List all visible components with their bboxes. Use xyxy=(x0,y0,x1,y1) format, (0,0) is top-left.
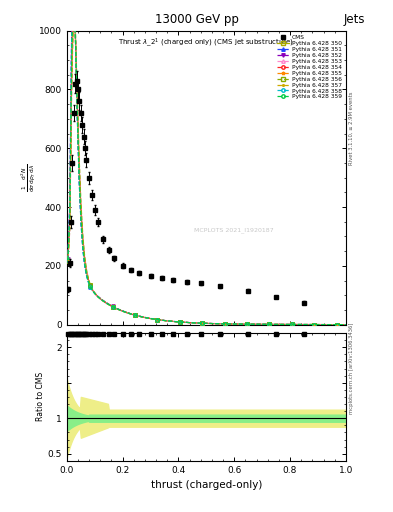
Text: 13000 GeV pp: 13000 GeV pp xyxy=(154,13,239,26)
Text: MCPLOTS 2021_I1920187: MCPLOTS 2021_I1920187 xyxy=(195,228,274,233)
Text: mcplots.cern.ch [arXiv:1306.3436]: mcplots.cern.ch [arXiv:1306.3436] xyxy=(349,323,354,414)
Y-axis label: $\frac{1}{\mathrm{d}\sigma}\frac{\mathrm{d}^2 N}{\mathrm{d}p_T\,\mathrm{d}\lambd: $\frac{1}{\mathrm{d}\sigma}\frac{\mathrm… xyxy=(20,163,38,192)
Legend: CMS, Pythia 6.428 350, Pythia 6.428 351, Pythia 6.428 352, Pythia 6.428 353, Pyt: CMS, Pythia 6.428 350, Pythia 6.428 351,… xyxy=(275,34,343,101)
Y-axis label: Ratio to CMS: Ratio to CMS xyxy=(36,372,45,421)
Text: Thrust $\lambda\_2^1$ (charged only) (CMS jet substructure): Thrust $\lambda\_2^1$ (charged only) (CM… xyxy=(118,36,294,49)
Text: Rivet 3.1.10, ≥ 2.9M events: Rivet 3.1.10, ≥ 2.9M events xyxy=(349,91,354,165)
X-axis label: thrust (charged-only): thrust (charged-only) xyxy=(151,480,262,490)
Text: Jets: Jets xyxy=(344,13,365,26)
